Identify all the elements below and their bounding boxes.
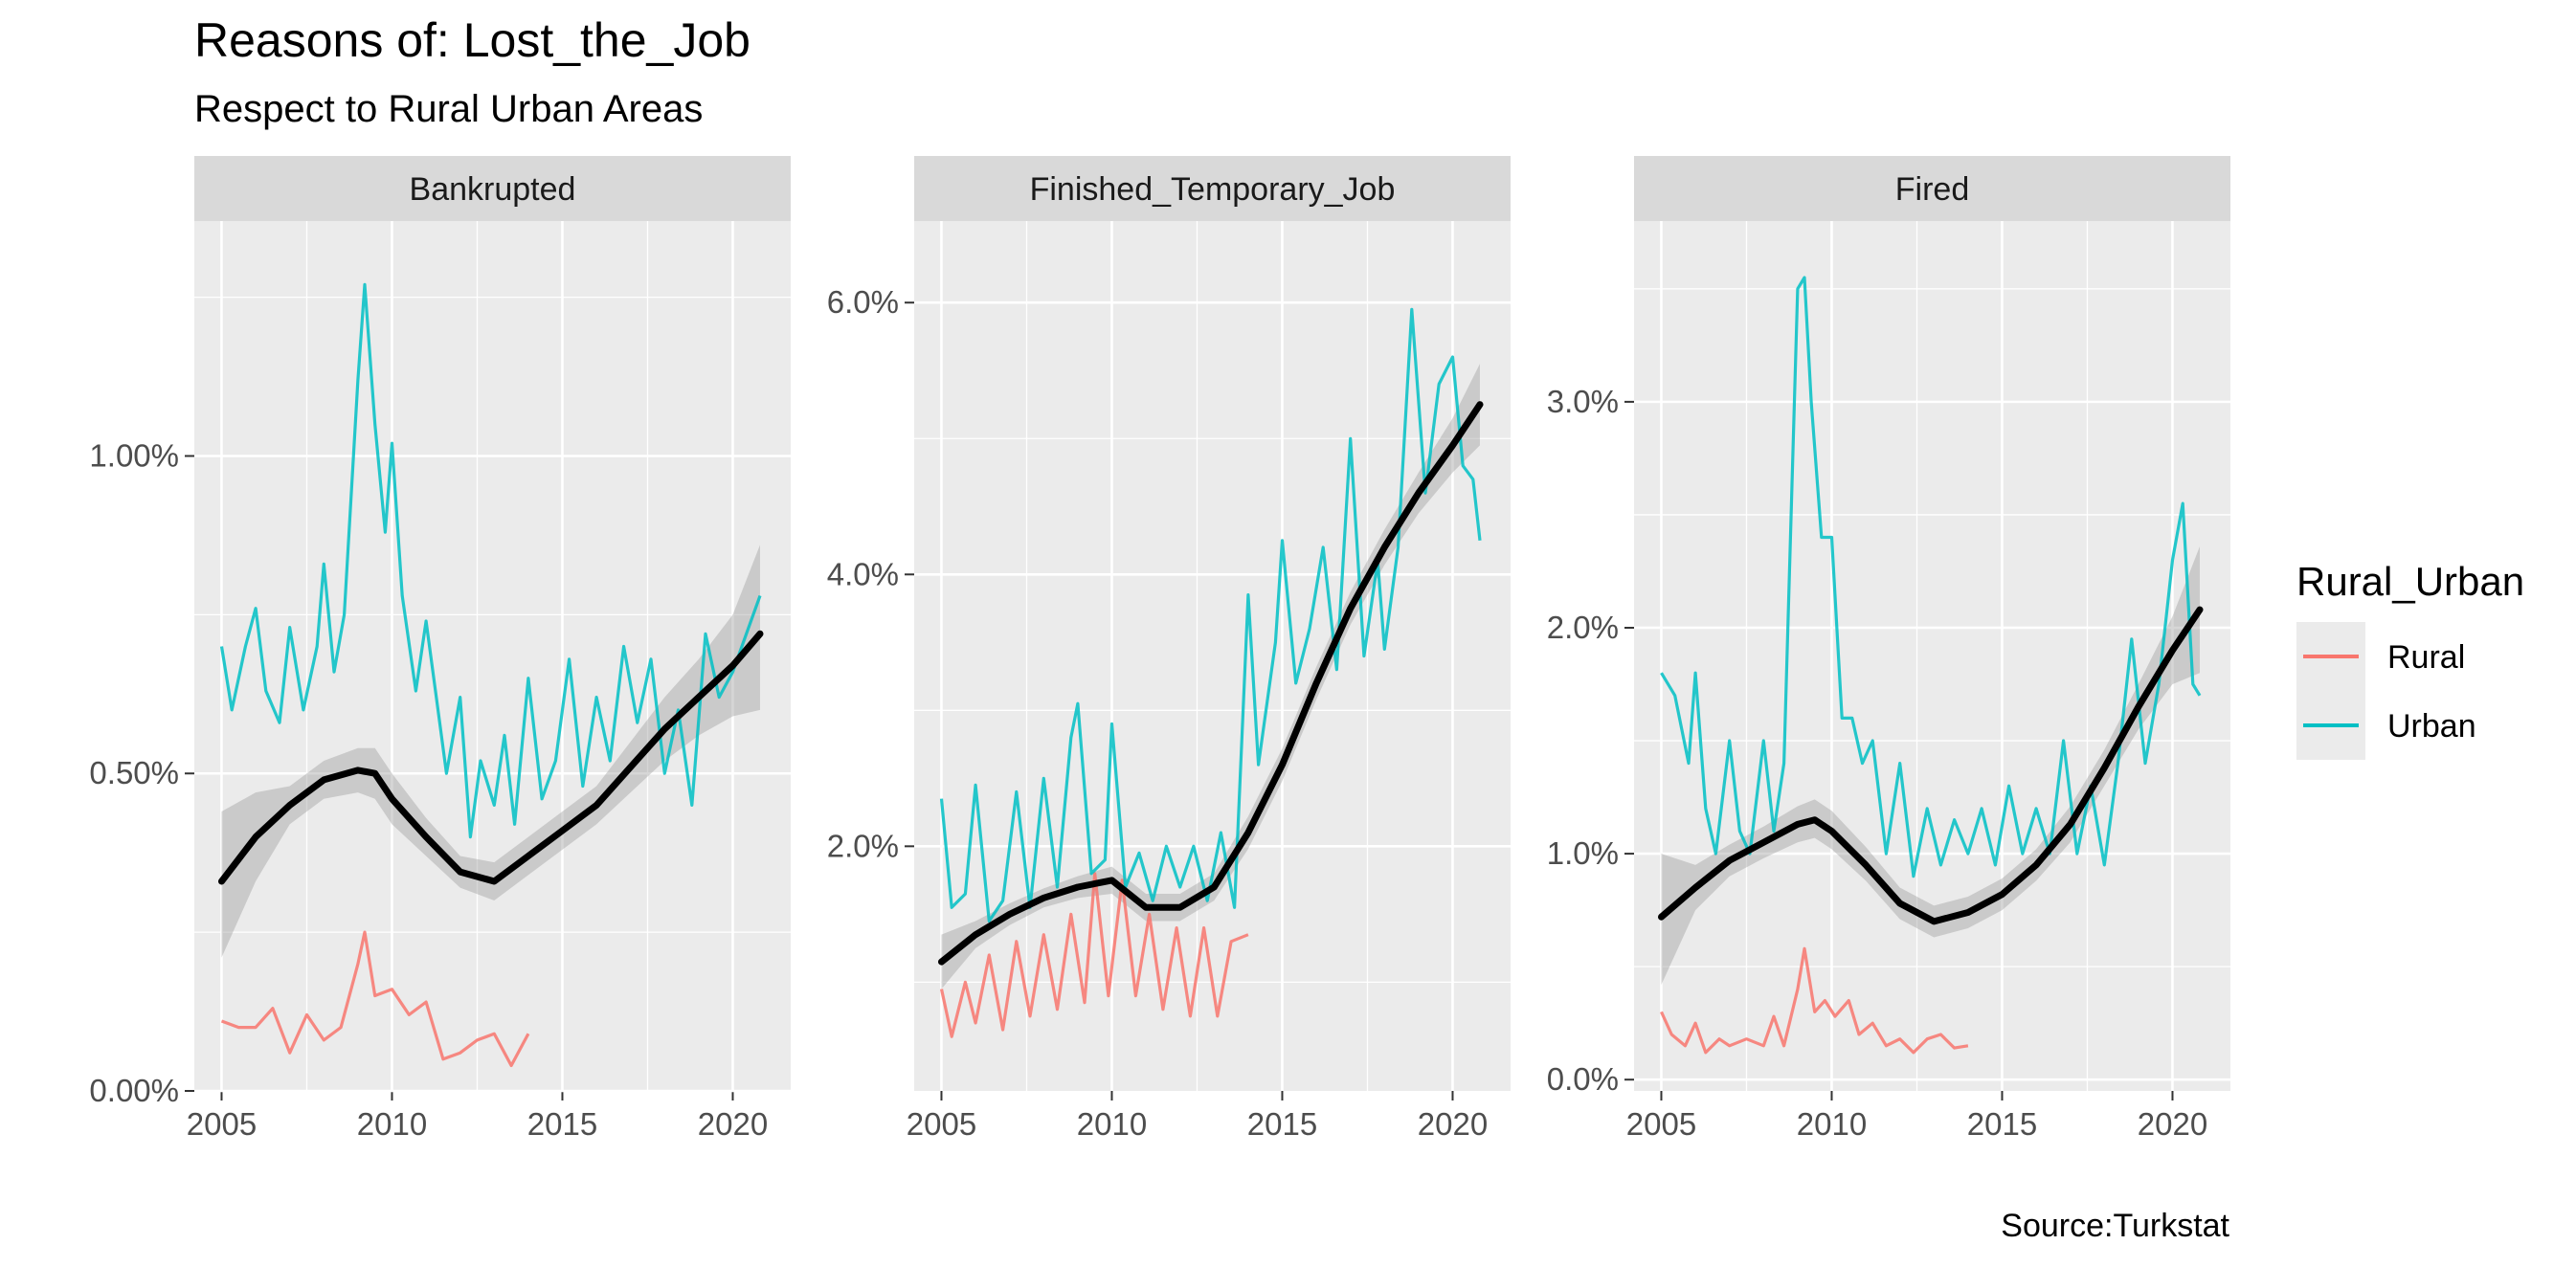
facet-2: Finished_Temporary_Job 2005 2010 2015 2020 2.…: [827, 156, 1511, 1142]
series-line-urban: [219, 282, 762, 839]
x-tick-label: 2015: [1967, 1106, 2037, 1142]
x-tick-label: 2015: [1247, 1106, 1317, 1142]
y-tick-label: 0.00%: [89, 1073, 179, 1108]
x-tick-label: 2010: [1797, 1106, 1867, 1142]
x-tick-label: 2010: [357, 1106, 427, 1142]
y-tick-label: 2.0%: [1547, 610, 1619, 645]
chart-caption: Source:Turkstat: [2001, 1208, 2229, 1244]
series-line-urban: [1660, 276, 2202, 878]
y-tick-label: 1.00%: [89, 437, 179, 473]
y-tick-label: 1.0%: [1547, 835, 1619, 871]
panel-background: [914, 221, 1511, 1091]
series-line-rural: [939, 872, 1249, 1038]
legend-title: Rural_Urban: [2296, 559, 2524, 604]
y-tick-label: 0.50%: [89, 755, 179, 790]
series-line-rural: [1660, 946, 1969, 1055]
facet-strip-label: Fired: [1895, 171, 1969, 208]
chart-title: Reasons of: Lost_the_Job: [194, 13, 750, 67]
facets: Bankrupted 2005 2010 2015 2020 0.00% 0.50% 1.00…: [89, 156, 2230, 1142]
facet-strip: [194, 156, 791, 221]
x-tick-label: 2020: [698, 1106, 768, 1142]
legend-label-urban: Urban: [2387, 708, 2476, 745]
facet-strip: [1634, 156, 2230, 221]
panel-background: [1634, 221, 2230, 1091]
y-tick-label: 2.0%: [827, 828, 899, 863]
smooth-trend-line: [218, 630, 764, 885]
smooth-trend-line: [938, 401, 1484, 966]
series-line-rural: [220, 930, 530, 1068]
x-tick-label: 2020: [2138, 1106, 2207, 1142]
y-tick-label: 0.0%: [1547, 1061, 1619, 1097]
x-tick-label: 2005: [1626, 1106, 1696, 1142]
legend: Rural_Urban Rural Urban: [2296, 559, 2524, 760]
y-tick-label: 4.0%: [827, 556, 899, 591]
x-tick-label: 2005: [907, 1106, 976, 1142]
confidence-band: [221, 545, 760, 958]
facet-1: Bankrupted 2005 2010 2015 2020 0.00% 0.50% 1.00…: [89, 156, 791, 1142]
chart-subtitle: Respect to Rural Urban Areas: [194, 88, 703, 130]
facet-strip-label: Bankrupted: [410, 171, 576, 208]
facet-strip-label: Finished_Temporary_Job: [1030, 171, 1396, 208]
x-tick-label: 2015: [527, 1106, 597, 1142]
x-tick-label: 2005: [187, 1106, 257, 1142]
facet-3: Fired 2005 2010 2015 2020 0.0% 1.0% 2.0% 3.0%: [1547, 156, 2230, 1142]
y-tick-label: 6.0%: [827, 284, 899, 320]
series-line-urban: [939, 307, 1482, 923]
x-tick-label: 2010: [1077, 1106, 1147, 1142]
smooth-trend-line: [1658, 606, 2204, 925]
y-tick-label: 3.0%: [1547, 384, 1619, 419]
legend-label-rural: Rural: [2387, 639, 2465, 676]
x-tick-label: 2020: [1418, 1106, 1488, 1142]
facet-strip: [914, 156, 1511, 221]
